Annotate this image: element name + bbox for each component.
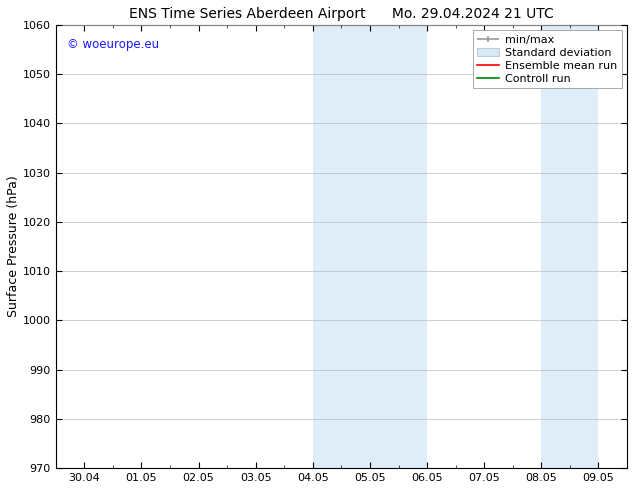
Bar xyxy=(370,25,427,468)
Bar xyxy=(313,25,370,468)
Text: © woeurope.eu: © woeurope.eu xyxy=(67,38,159,51)
Bar xyxy=(541,25,570,468)
Legend: min/max, Standard deviation, Ensemble mean run, Controll run: min/max, Standard deviation, Ensemble me… xyxy=(472,30,621,88)
Y-axis label: Surface Pressure (hPa): Surface Pressure (hPa) xyxy=(7,176,20,318)
Bar xyxy=(570,25,598,468)
Title: ENS Time Series Aberdeen Airport      Mo. 29.04.2024 21 UTC: ENS Time Series Aberdeen Airport Mo. 29.… xyxy=(129,7,553,21)
